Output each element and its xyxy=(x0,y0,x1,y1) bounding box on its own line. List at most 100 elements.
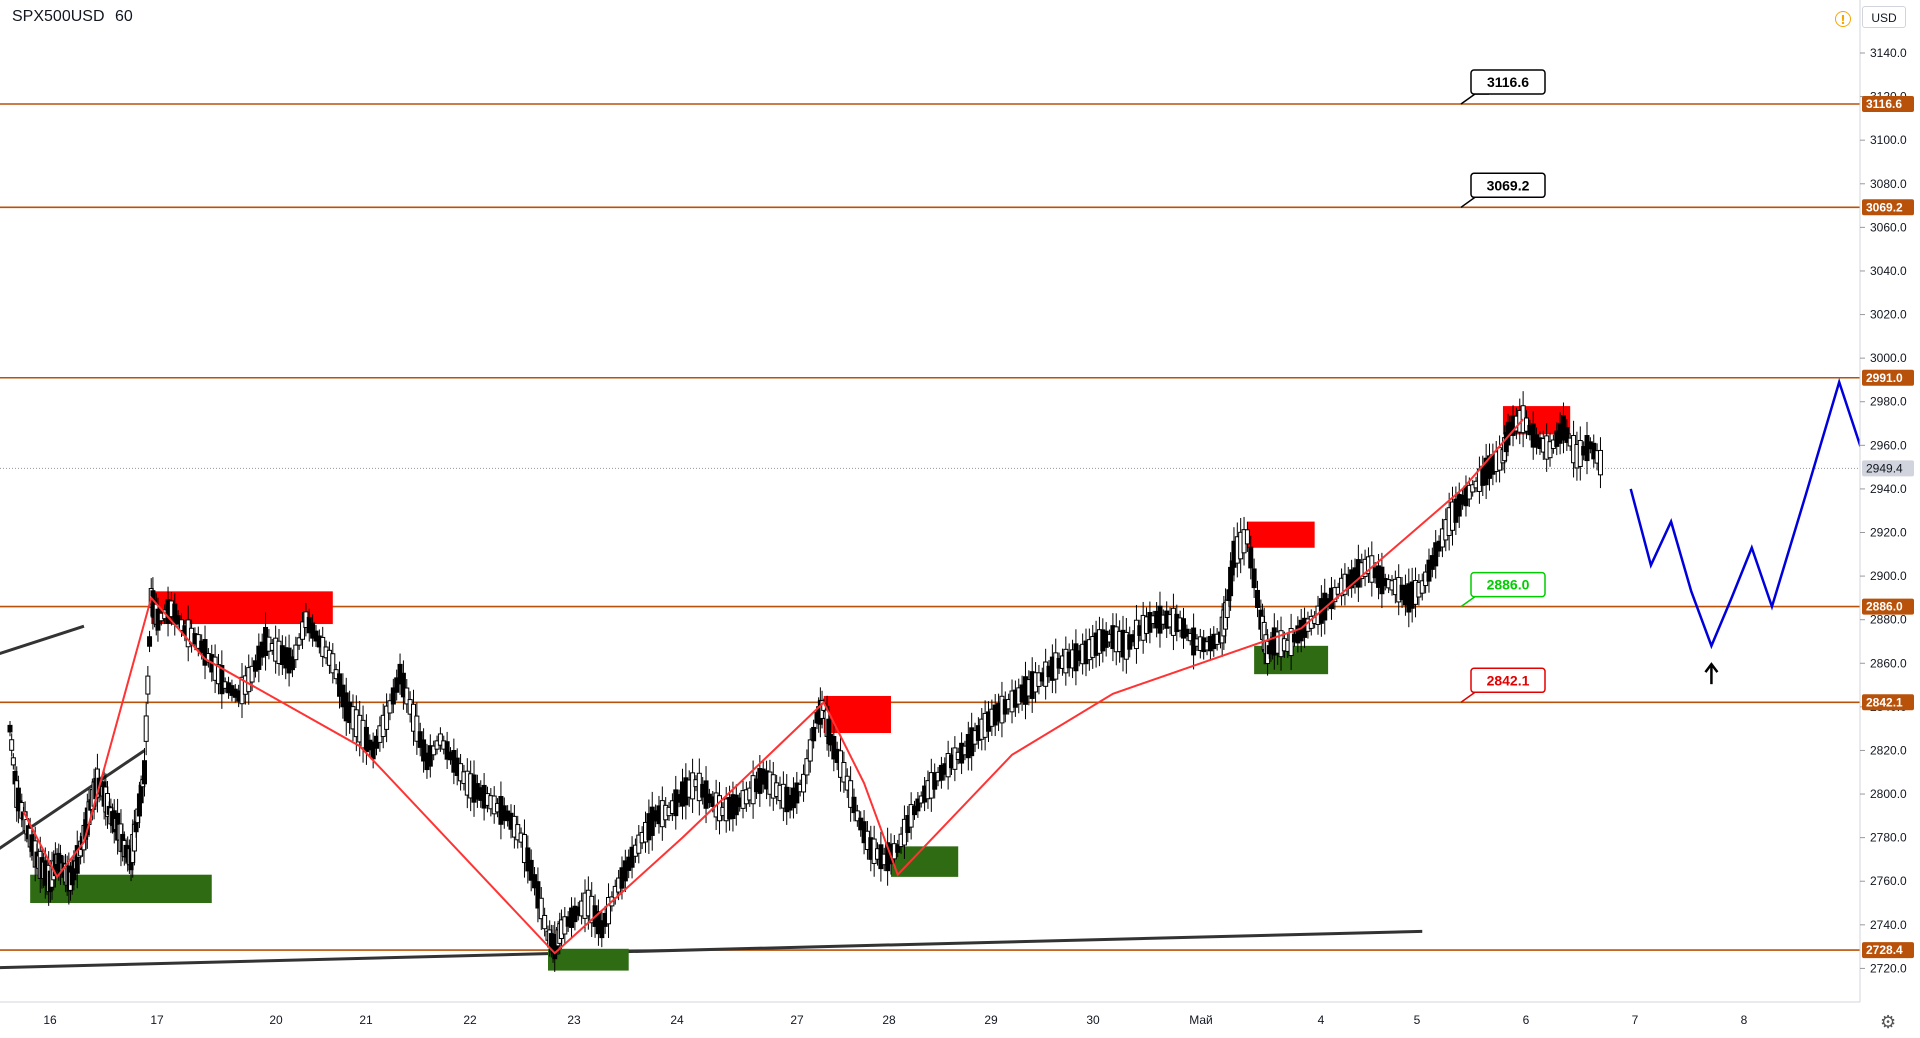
target-label: 2842.1 xyxy=(1487,672,1530,688)
candle-body xyxy=(1426,559,1432,582)
candle-body xyxy=(427,745,433,767)
candle-body xyxy=(256,645,262,670)
candle-body xyxy=(841,761,847,783)
candle-body xyxy=(1547,441,1553,459)
trendline xyxy=(0,624,85,656)
candle-body xyxy=(673,789,679,817)
zone-boxes xyxy=(30,406,1571,971)
support-box xyxy=(890,846,959,877)
candle-body xyxy=(1181,618,1187,639)
x-tick-label: Май xyxy=(1189,1013,1213,1027)
current-price-tag xyxy=(1862,460,1914,477)
candle-body xyxy=(1254,589,1260,608)
forecast-path xyxy=(1629,268,1920,650)
trendline xyxy=(0,929,1423,970)
candle-body xyxy=(147,636,153,647)
x-tick-label: 4 xyxy=(1318,1013,1325,1027)
interval-label: 60 xyxy=(114,8,133,25)
y-tick-label: 2800.0 xyxy=(1870,787,1907,801)
y-tick-label: 3080.0 xyxy=(1870,177,1907,191)
candle-body xyxy=(444,741,450,760)
y-tick-label: 2820.0 xyxy=(1870,743,1907,757)
candle-body xyxy=(390,687,396,705)
candle-body xyxy=(629,846,635,868)
y-tick-label: 2980.0 xyxy=(1870,395,1907,409)
candle-body xyxy=(394,677,400,693)
candle-body xyxy=(854,810,860,822)
y-tick-label: 2780.0 xyxy=(1870,831,1907,845)
candle-body xyxy=(915,798,921,812)
y-tick-label: 2900.0 xyxy=(1870,569,1907,583)
x-tick-label: 22 xyxy=(463,1013,477,1027)
target-pointer xyxy=(1460,691,1489,703)
candle-body xyxy=(1184,628,1190,637)
candle-body xyxy=(1564,427,1570,443)
candle-body xyxy=(400,672,406,698)
x-tick-label: 23 xyxy=(567,1013,581,1027)
candle-body xyxy=(370,741,376,760)
candle-body xyxy=(804,758,810,776)
level-price-tag xyxy=(1862,942,1914,959)
candle-body xyxy=(535,881,541,909)
x-tick-label: 5 xyxy=(1414,1013,1421,1027)
candle-body xyxy=(538,897,544,920)
warning-icon[interactable]: ! xyxy=(1835,11,1851,27)
y-tick-label: 2940.0 xyxy=(1870,482,1907,496)
candle-body xyxy=(178,619,184,632)
resistance-box xyxy=(1247,521,1315,548)
level-price-label: 2842.1 xyxy=(1866,695,1903,709)
level-price-label: 2886.0 xyxy=(1866,600,1903,614)
level-price-tag xyxy=(1862,598,1914,615)
candle-body xyxy=(1523,417,1529,432)
x-tick-label: 17 xyxy=(150,1013,164,1027)
target-box xyxy=(1470,571,1546,598)
level-price-tag xyxy=(1862,199,1914,216)
candle-body xyxy=(908,804,914,828)
candle-body xyxy=(515,824,521,841)
symbol-title[interactable]: SPX500USD 60 xyxy=(12,8,133,26)
candle-body xyxy=(249,665,255,683)
candle-body xyxy=(145,675,151,695)
candle-body xyxy=(895,844,901,853)
target-box xyxy=(1470,172,1546,199)
candle-body xyxy=(851,796,857,814)
candle-body xyxy=(1251,568,1257,589)
level-price-tag xyxy=(1862,694,1914,711)
candle-body xyxy=(831,736,837,760)
y-tick-label: 2960.0 xyxy=(1870,438,1907,452)
trendlines xyxy=(0,624,1423,970)
target-pointer xyxy=(1460,595,1489,608)
candle-body xyxy=(310,622,316,639)
candle-body xyxy=(296,637,302,646)
x-tick-label: 6 xyxy=(1523,1013,1530,1027)
candle-body xyxy=(404,687,410,705)
currency-button[interactable]: USD xyxy=(1862,6,1906,28)
candle-body xyxy=(219,665,225,695)
price-series xyxy=(7,391,1603,972)
support-box xyxy=(548,948,629,971)
markers xyxy=(1704,662,1719,685)
target-label: 2886.0 xyxy=(1487,577,1530,593)
candle-body xyxy=(807,739,813,762)
y-tick-label: 2880.0 xyxy=(1870,613,1907,627)
candle-body xyxy=(1419,580,1425,594)
candle-body xyxy=(421,739,427,762)
horizontal-levels xyxy=(0,103,1860,951)
y-tick-label: 2920.0 xyxy=(1870,526,1907,540)
x-tick-label: 27 xyxy=(790,1013,804,1027)
candle-body xyxy=(599,920,605,939)
candle-body xyxy=(1248,546,1254,569)
candle-body xyxy=(387,700,393,714)
x-tick-label: 30 xyxy=(1086,1013,1100,1027)
level-price-label: 2728.4 xyxy=(1866,943,1903,957)
candle-body xyxy=(801,773,807,793)
candle-body xyxy=(525,847,531,872)
gear-icon[interactable]: ⚙ xyxy=(1880,1012,1897,1033)
candle-body xyxy=(811,726,817,742)
x-tick-label: 29 xyxy=(984,1013,998,1027)
forecast-line xyxy=(1629,268,1920,650)
x-tick-label: 7 xyxy=(1632,1013,1639,1027)
candle-body xyxy=(848,780,854,808)
